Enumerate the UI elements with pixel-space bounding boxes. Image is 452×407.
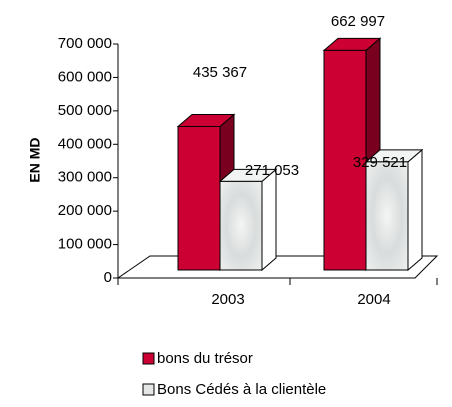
bar-side xyxy=(261,168,277,272)
x-tick-label: 2003 xyxy=(211,291,244,308)
y-tick-label: 0 xyxy=(104,269,112,286)
y-axis-label: EN MD xyxy=(27,137,43,182)
y-tick-label: 400 000 xyxy=(58,135,112,152)
value-label: 271 053 xyxy=(245,162,299,179)
y-tick-label: 600 000 xyxy=(58,68,112,85)
bar-side xyxy=(407,148,423,272)
bar-front xyxy=(219,180,263,271)
y-tick-label: 500 000 xyxy=(58,102,112,119)
value-label: 435 367 xyxy=(193,64,247,81)
floor xyxy=(116,255,439,279)
bar-front xyxy=(365,161,409,271)
bar xyxy=(218,168,278,272)
value-label: 662 997 xyxy=(331,13,385,30)
legend-swatch xyxy=(142,383,155,396)
y-tick-label: 100 000 xyxy=(58,236,112,253)
x-tick-label: 2004 xyxy=(357,291,390,308)
legend-label: Bons Cédés à la clientèle xyxy=(157,381,326,398)
bar-front xyxy=(177,125,221,271)
y-tick-label: 200 000 xyxy=(58,202,112,219)
value-label: 329 521 xyxy=(353,154,407,171)
bar-front xyxy=(323,49,367,271)
legend-swatch xyxy=(142,352,155,365)
y-tick-label: 300 000 xyxy=(58,169,112,186)
legend-label: bons du trésor xyxy=(157,350,253,367)
y-tick-label: 700 000 xyxy=(58,35,112,52)
bar xyxy=(364,148,424,272)
